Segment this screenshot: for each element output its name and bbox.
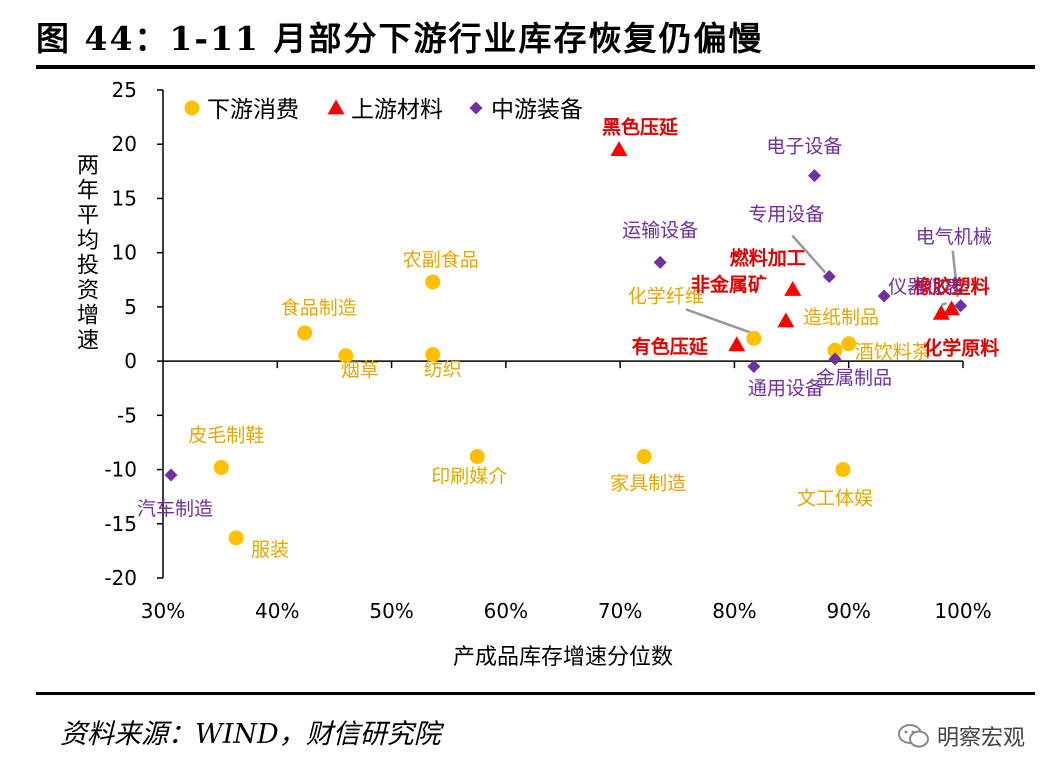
leader-line — [951, 250, 959, 297]
point-consumer — [636, 449, 652, 465]
legend-label-consumer: 下游消费 — [207, 97, 299, 123]
legend-label-equipment: 中游装备 — [491, 97, 583, 123]
point-label: 电子设备 — [766, 136, 842, 158]
point-consumer — [469, 449, 485, 465]
leader-lines — [685, 234, 959, 334]
point-equipment — [828, 352, 842, 366]
title-rule — [36, 65, 1035, 69]
point-upstream — [932, 304, 950, 320]
x-tick-label: 30% — [141, 599, 185, 623]
point-upstream — [610, 141, 628, 157]
point-label: 黑色压延 — [602, 116, 679, 139]
point-consumer — [746, 330, 762, 346]
leader-line — [941, 301, 948, 307]
x-tick-label: 100% — [934, 599, 991, 623]
x-tick-label: 70% — [598, 599, 642, 623]
point-consumer — [213, 459, 229, 475]
point-consumer — [425, 347, 441, 363]
point-label: 酒饮料茶 — [855, 341, 931, 363]
point-equipment — [822, 270, 836, 284]
y-tick-label: -20 — [104, 566, 137, 590]
point-label: 家具制造 — [610, 473, 686, 495]
point-label: 纺织 — [424, 359, 462, 381]
x-axis-title: 产成品库存增速分位数 — [453, 645, 673, 670]
point-label: 汽车制造 — [137, 498, 213, 520]
point-label: 化学纤维 — [628, 285, 704, 307]
point-label: 电气机械 — [916, 226, 992, 248]
legend-label-upstream: 上游材料 — [351, 97, 443, 123]
point-label: 仪器仪表 — [888, 276, 964, 298]
point-equipment — [877, 289, 891, 303]
point-label: 金属制品 — [816, 367, 892, 389]
point-label: 运输设备 — [622, 219, 698, 241]
y-tick-label: -15 — [104, 512, 137, 536]
legend-marker-equipment — [469, 101, 483, 115]
point-label: 通用设备 — [748, 378, 824, 400]
y-tick-label: 20 — [112, 132, 137, 156]
point-equipment — [653, 255, 667, 269]
y-tick-label: 15 — [112, 186, 137, 210]
point-consumer — [841, 336, 857, 352]
x-tick-label: 60% — [484, 599, 528, 623]
x-tick-label: 80% — [712, 599, 756, 623]
y-tick-label: 5 — [124, 295, 137, 319]
y-tick-label: 10 — [112, 241, 137, 265]
y-tick-label: 25 — [112, 78, 137, 102]
point-label: 烟草 — [341, 360, 379, 382]
point-label: 燃料加工 — [730, 247, 806, 270]
chart-marks — [164, 141, 968, 546]
point-consumer — [297, 325, 313, 341]
legend-marker-consumer — [184, 100, 200, 116]
point-upstream — [777, 312, 795, 328]
point-label: 农副食品 — [403, 249, 479, 271]
point-consumer — [835, 462, 851, 478]
point-equipment — [954, 299, 968, 313]
point-label: 食品制造 — [281, 297, 357, 319]
point-label: 造纸制品 — [803, 306, 879, 328]
point-upstream — [943, 300, 961, 316]
point-label: 有色压延 — [632, 335, 709, 358]
y-axis-title: 两年平均投资增速 — [77, 154, 99, 354]
point-label: 印刷媒介 — [431, 466, 507, 488]
leader-line — [791, 234, 827, 274]
legend-marker-upstream — [327, 99, 345, 115]
x-tick-label: 90% — [826, 599, 870, 623]
point-label: 专用设备 — [748, 204, 824, 226]
y-tick-label: -10 — [104, 458, 137, 482]
footer-rule — [36, 692, 1035, 695]
x-tick-label: 50% — [369, 599, 413, 623]
watermark: 明察宏观 — [897, 720, 1025, 752]
y-tick-label: 0 — [124, 349, 137, 373]
point-label: 服装 — [251, 539, 289, 561]
leader-line — [685, 308, 751, 334]
point-consumer — [827, 342, 843, 358]
point-label: 文工体娱 — [797, 488, 873, 510]
watermark-text: 明察宏观 — [936, 726, 1025, 751]
point-equipment — [807, 169, 821, 183]
point-consumer — [338, 348, 354, 364]
point-upstream — [728, 336, 746, 352]
point-label: 化学原料 — [923, 336, 999, 359]
source-note: 资料来源：WIND，财信研究院 — [60, 719, 441, 750]
point-equipment — [164, 468, 178, 482]
chart-legend: 下游消费 上游材料 中游装备 — [184, 97, 583, 123]
point-upstream — [784, 281, 802, 296]
point-label: 橡胶塑料 — [914, 275, 990, 298]
y-tick-label: -5 — [117, 403, 137, 427]
point-equipment — [747, 360, 761, 374]
figure-title: 图 44：1-11 月部分下游行业库存恢复仍偏慢 — [36, 19, 764, 58]
point-label: 皮毛制鞋 — [188, 424, 264, 446]
wechat-icon — [897, 724, 929, 748]
point-label: 非金属矿 — [691, 273, 767, 296]
point-consumer — [228, 530, 244, 546]
x-tick-label: 40% — [255, 599, 299, 623]
point-consumer — [425, 274, 441, 290]
